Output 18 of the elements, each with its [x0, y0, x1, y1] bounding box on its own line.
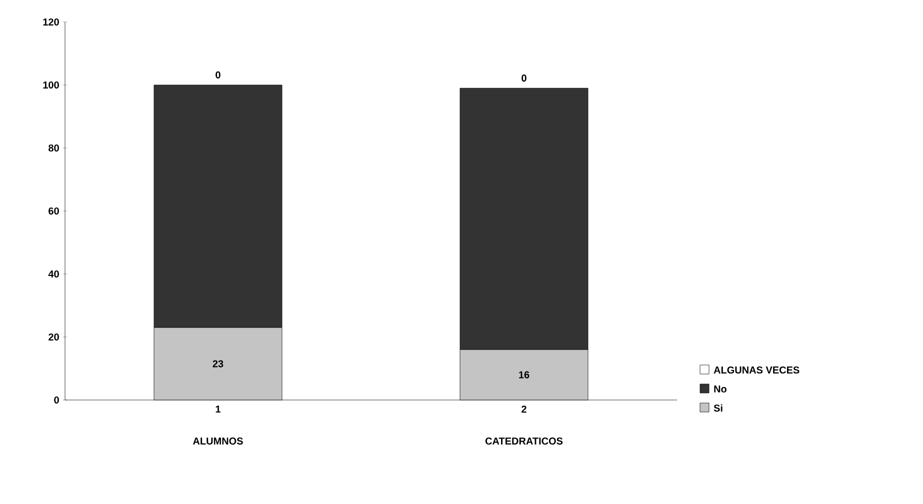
legend-label: ALGUNAS VECES — [714, 366, 800, 374]
y-tick-label: 100 — [43, 81, 59, 89]
legend-label: No — [714, 386, 726, 392]
x-tick-label: 2 — [522, 406, 526, 413]
data-label: 23 — [212, 360, 224, 368]
data-label: 0 — [216, 71, 220, 78]
y-tick-label: 60 — [48, 207, 59, 215]
y-tick-label: 40 — [48, 270, 59, 278]
text: ALUMNOS — [192, 438, 243, 445]
y-tick-label: 80 — [48, 144, 59, 152]
y-tick-label: 120 — [43, 18, 59, 26]
y-tick-label: 20 — [48, 333, 59, 341]
data-label: 0 — [522, 74, 526, 82]
legend-label: Si — [714, 404, 722, 412]
y-tick-label: 0 — [54, 396, 59, 404]
x-tick-label: 1 — [216, 406, 221, 413]
data-label: 16 — [519, 371, 530, 378]
text: CATEDRATICOS — [485, 438, 563, 445]
